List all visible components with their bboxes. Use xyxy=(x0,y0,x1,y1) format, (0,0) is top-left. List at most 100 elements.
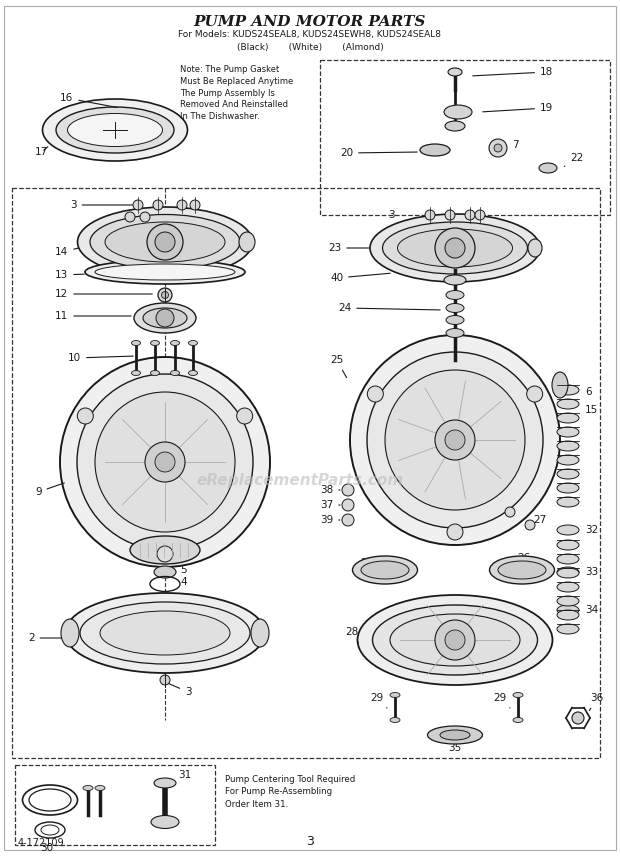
Circle shape xyxy=(489,139,507,157)
Circle shape xyxy=(161,292,169,299)
Circle shape xyxy=(157,546,173,562)
Circle shape xyxy=(153,200,163,210)
Circle shape xyxy=(526,386,542,402)
Ellipse shape xyxy=(361,561,409,579)
Circle shape xyxy=(435,228,475,268)
Text: 14: 14 xyxy=(55,247,81,257)
Text: For Models: KUDS24SEAL8, KUDS24SEWH8, KUDS24SEAL8: For Models: KUDS24SEAL8, KUDS24SEWH8, KU… xyxy=(179,30,441,39)
Circle shape xyxy=(156,309,174,327)
Text: 31: 31 xyxy=(172,770,191,785)
Circle shape xyxy=(147,224,183,260)
Ellipse shape xyxy=(557,455,579,465)
Text: 18: 18 xyxy=(473,67,553,77)
Ellipse shape xyxy=(80,602,250,664)
Circle shape xyxy=(350,335,560,545)
Text: 26: 26 xyxy=(360,558,373,568)
Ellipse shape xyxy=(95,786,105,790)
Ellipse shape xyxy=(557,413,579,423)
Text: 6: 6 xyxy=(585,387,591,397)
Ellipse shape xyxy=(105,222,225,262)
Ellipse shape xyxy=(557,385,579,395)
Ellipse shape xyxy=(420,144,450,156)
Ellipse shape xyxy=(131,341,141,346)
Text: 4: 4 xyxy=(180,577,187,587)
Ellipse shape xyxy=(383,222,528,274)
Circle shape xyxy=(140,212,150,222)
Circle shape xyxy=(465,210,475,220)
Ellipse shape xyxy=(143,308,187,328)
Text: Note: The Pump Gasket
Must Be Replaced Anytime
The Pump Assembly Is
Removed And : Note: The Pump Gasket Must Be Replaced A… xyxy=(180,65,293,122)
Circle shape xyxy=(505,507,515,517)
Text: 40: 40 xyxy=(330,273,390,283)
Circle shape xyxy=(190,200,200,210)
Ellipse shape xyxy=(239,232,255,252)
Text: 34: 34 xyxy=(585,605,598,615)
Text: 26: 26 xyxy=(517,553,530,563)
Ellipse shape xyxy=(397,229,513,267)
Ellipse shape xyxy=(445,121,465,131)
Text: 33: 33 xyxy=(585,567,598,577)
Ellipse shape xyxy=(557,567,579,577)
Ellipse shape xyxy=(557,568,579,578)
Circle shape xyxy=(445,430,465,450)
Text: 2: 2 xyxy=(28,633,65,643)
Ellipse shape xyxy=(95,264,235,280)
Ellipse shape xyxy=(188,371,198,376)
Ellipse shape xyxy=(65,593,265,673)
Ellipse shape xyxy=(444,275,466,285)
Circle shape xyxy=(445,238,465,258)
Circle shape xyxy=(525,520,535,530)
Text: 32: 32 xyxy=(585,525,598,535)
Circle shape xyxy=(435,420,475,460)
Text: 24: 24 xyxy=(338,303,440,313)
Ellipse shape xyxy=(557,469,579,479)
Text: 17: 17 xyxy=(35,146,48,157)
Text: 35: 35 xyxy=(448,743,461,753)
Circle shape xyxy=(445,630,465,650)
Ellipse shape xyxy=(151,341,159,346)
Text: (Black)       (White)       (Almond): (Black) (White) (Almond) xyxy=(237,43,383,52)
Ellipse shape xyxy=(358,595,552,685)
Text: 30: 30 xyxy=(40,843,53,853)
Text: 15: 15 xyxy=(585,405,598,415)
Ellipse shape xyxy=(446,304,464,312)
Ellipse shape xyxy=(353,556,417,584)
Text: 1: 1 xyxy=(145,543,152,553)
Circle shape xyxy=(78,408,94,424)
Text: Pump Centering Tool Required
For Pump Re-Assembling
Order Item 31.: Pump Centering Tool Required For Pump Re… xyxy=(225,775,355,809)
Circle shape xyxy=(177,200,187,210)
Text: 7: 7 xyxy=(512,140,518,150)
Ellipse shape xyxy=(83,786,93,790)
Ellipse shape xyxy=(373,605,538,675)
Ellipse shape xyxy=(251,619,269,647)
Ellipse shape xyxy=(446,290,464,300)
Ellipse shape xyxy=(134,303,196,333)
Text: PUMP AND MOTOR PARTS: PUMP AND MOTOR PARTS xyxy=(194,15,426,29)
Ellipse shape xyxy=(440,730,470,740)
Ellipse shape xyxy=(528,239,542,257)
Ellipse shape xyxy=(557,399,579,409)
Text: 23: 23 xyxy=(328,243,370,253)
Ellipse shape xyxy=(557,497,579,507)
Circle shape xyxy=(435,620,475,660)
Circle shape xyxy=(155,452,175,472)
Circle shape xyxy=(60,357,270,567)
Circle shape xyxy=(342,484,354,496)
Circle shape xyxy=(77,374,253,550)
Text: 3: 3 xyxy=(306,835,314,848)
Circle shape xyxy=(447,524,463,540)
Ellipse shape xyxy=(131,371,141,376)
Ellipse shape xyxy=(552,372,568,398)
Circle shape xyxy=(385,370,525,510)
Ellipse shape xyxy=(557,596,579,606)
Ellipse shape xyxy=(498,561,546,579)
Text: 5: 5 xyxy=(180,565,187,575)
Ellipse shape xyxy=(56,107,174,153)
Text: 11: 11 xyxy=(55,311,131,321)
Text: 36: 36 xyxy=(590,693,603,710)
Ellipse shape xyxy=(78,207,252,277)
Circle shape xyxy=(155,232,175,252)
Text: 16: 16 xyxy=(60,93,117,108)
Ellipse shape xyxy=(557,605,579,615)
Text: 38: 38 xyxy=(320,485,340,495)
